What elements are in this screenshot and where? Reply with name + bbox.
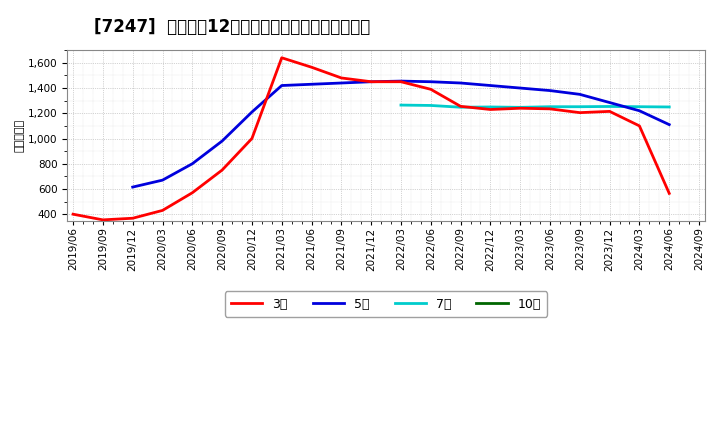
7年 (397, 103, 405, 108)
3年 (516, 106, 524, 111)
5年 (516, 85, 524, 91)
Line: 3年: 3年 (73, 58, 669, 220)
5年 (158, 177, 167, 183)
3年 (69, 212, 78, 217)
3年 (456, 104, 465, 109)
3年 (575, 110, 584, 115)
5年 (635, 108, 644, 114)
7年 (575, 104, 584, 110)
Legend: 3年, 5年, 7年, 10年: 3年, 5年, 7年, 10年 (225, 291, 547, 317)
3年 (188, 190, 197, 195)
7年 (635, 104, 644, 110)
3年 (606, 109, 614, 114)
5年 (397, 78, 405, 84)
3年 (128, 216, 137, 221)
5年 (546, 88, 554, 93)
5年 (188, 161, 197, 166)
7年 (546, 104, 554, 110)
7年 (456, 105, 465, 110)
3年 (248, 136, 256, 141)
3年 (307, 65, 316, 70)
3年 (337, 75, 346, 81)
5年 (218, 139, 227, 144)
7年 (665, 104, 673, 110)
5年 (277, 83, 286, 88)
5年 (665, 122, 673, 127)
5年 (366, 79, 375, 84)
Line: 5年: 5年 (132, 81, 669, 187)
5年 (426, 79, 435, 84)
3年 (426, 87, 435, 92)
3年 (158, 208, 167, 213)
Y-axis label: （百万円）: （百万円） (15, 119, 25, 152)
5年 (128, 184, 137, 190)
3年 (665, 191, 673, 196)
3年 (397, 79, 405, 84)
3年 (99, 217, 107, 223)
5年 (248, 110, 256, 115)
5年 (456, 81, 465, 86)
5年 (307, 82, 316, 87)
7年 (516, 105, 524, 110)
7年 (606, 104, 614, 109)
3年 (635, 123, 644, 128)
Line: 7年: 7年 (401, 105, 669, 107)
3年 (546, 106, 554, 111)
7年 (426, 103, 435, 108)
Text: [7247]  経常利益12か月移動合計の標準偏差の推移: [7247] 経常利益12か月移動合計の標準偏差の推移 (94, 18, 370, 36)
5年 (575, 92, 584, 97)
5年 (486, 83, 495, 88)
3年 (218, 167, 227, 172)
3年 (277, 55, 286, 60)
5年 (606, 100, 614, 105)
5年 (337, 81, 346, 86)
3年 (486, 107, 495, 112)
7年 (486, 104, 495, 110)
3年 (366, 79, 375, 84)
